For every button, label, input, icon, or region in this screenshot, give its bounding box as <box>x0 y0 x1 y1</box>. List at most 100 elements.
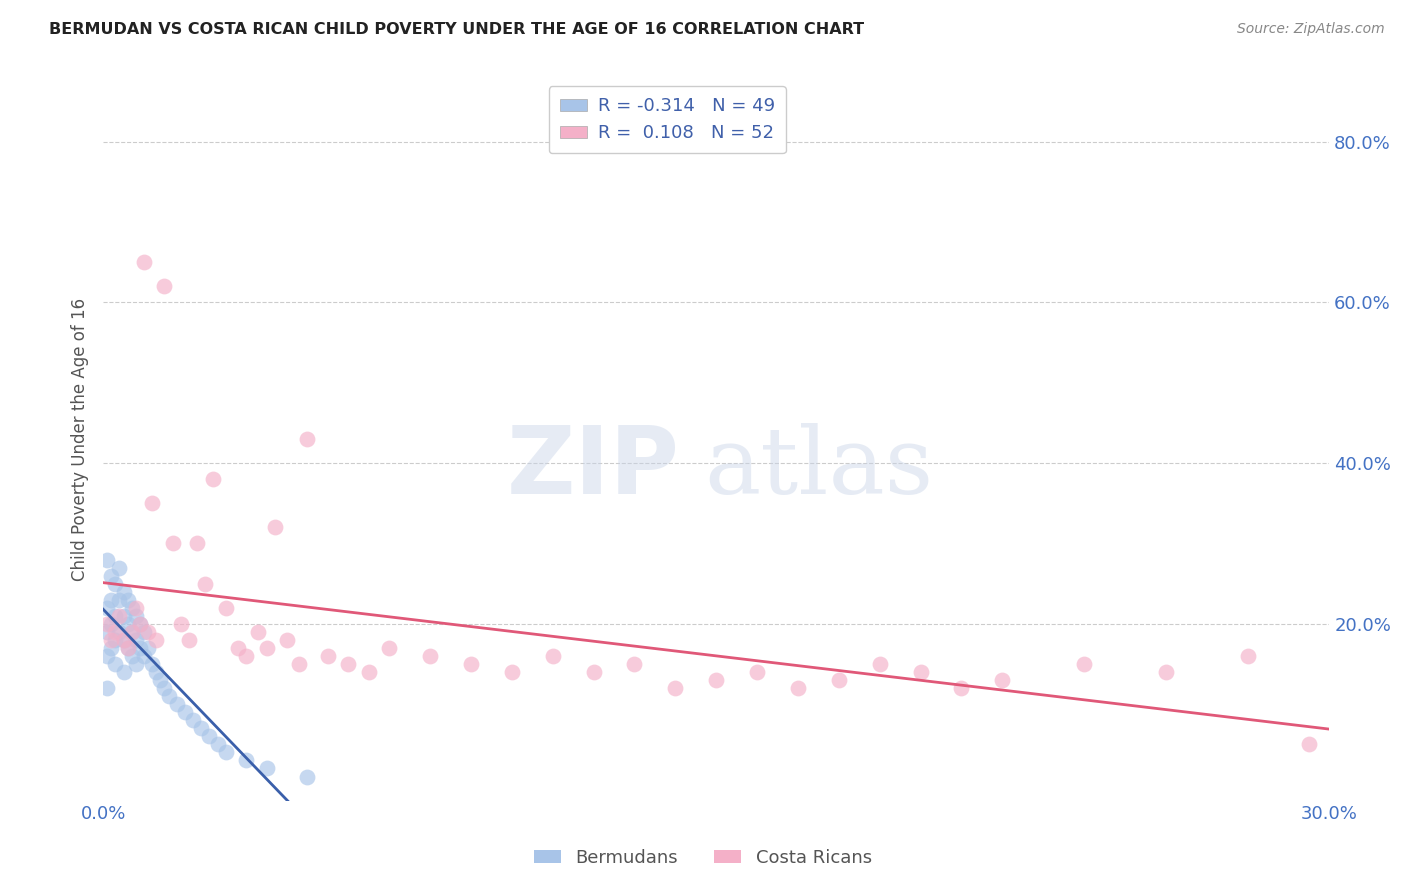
Point <box>256 762 278 776</box>
Point <box>132 648 155 663</box>
Point <box>100 568 122 582</box>
Point <box>828 673 851 687</box>
Point <box>202 472 225 486</box>
Point <box>112 584 135 599</box>
Point <box>582 665 605 679</box>
Point <box>100 632 122 647</box>
Point <box>121 648 143 663</box>
Point <box>910 665 932 679</box>
Point <box>96 552 118 566</box>
Point <box>1073 657 1095 671</box>
Point <box>104 608 127 623</box>
Point <box>1298 737 1320 751</box>
Point <box>104 624 127 639</box>
Point <box>186 536 208 550</box>
Point <box>104 657 127 671</box>
Point <box>112 632 135 647</box>
Point <box>108 624 131 639</box>
Point <box>136 640 159 655</box>
Point <box>316 648 339 663</box>
Point <box>117 592 139 607</box>
Point <box>121 600 143 615</box>
Point <box>129 616 152 631</box>
Point <box>869 657 891 671</box>
Point <box>108 592 131 607</box>
Point <box>166 697 188 711</box>
Point <box>96 648 118 663</box>
Point <box>276 632 298 647</box>
Point <box>235 754 257 768</box>
Point <box>108 560 131 574</box>
Point <box>226 640 249 655</box>
Point <box>117 616 139 631</box>
Point <box>162 536 184 550</box>
Point <box>96 616 118 631</box>
Text: ZIP: ZIP <box>506 422 679 514</box>
Point <box>112 608 135 623</box>
Point <box>170 616 193 631</box>
Point <box>177 632 200 647</box>
Point <box>623 657 645 671</box>
Point <box>108 608 131 623</box>
Point <box>704 673 727 687</box>
Point <box>198 729 221 743</box>
Point <box>100 616 122 631</box>
Text: BERMUDAN VS COSTA RICAN CHILD POVERTY UNDER THE AGE OF 16 CORRELATION CHART: BERMUDAN VS COSTA RICAN CHILD POVERTY UN… <box>49 22 865 37</box>
Point <box>297 770 319 784</box>
Text: Source: ZipAtlas.com: Source: ZipAtlas.com <box>1237 22 1385 37</box>
Point <box>153 681 176 695</box>
Point <box>125 632 148 647</box>
Point <box>950 681 973 695</box>
Point <box>297 432 319 446</box>
Point <box>117 640 139 655</box>
Point <box>96 600 118 615</box>
Point <box>207 737 229 751</box>
Point <box>96 681 118 695</box>
Point <box>129 640 152 655</box>
Point <box>141 496 163 510</box>
Point <box>235 648 257 663</box>
Point <box>247 624 270 639</box>
Point <box>100 592 122 607</box>
Point <box>215 600 238 615</box>
Point <box>136 624 159 639</box>
Point <box>112 665 135 679</box>
Point <box>745 665 768 679</box>
Point <box>991 673 1014 687</box>
Point <box>141 657 163 671</box>
Point <box>149 673 172 687</box>
Y-axis label: Child Poverty Under the Age of 16: Child Poverty Under the Age of 16 <box>72 297 89 581</box>
Point <box>501 665 523 679</box>
Point <box>145 665 167 679</box>
Point <box>104 632 127 647</box>
Point <box>664 681 686 695</box>
Point <box>132 624 155 639</box>
Text: atlas: atlas <box>704 423 934 513</box>
Point <box>173 705 195 719</box>
Point <box>117 640 139 655</box>
Point <box>460 657 482 671</box>
Point <box>263 520 285 534</box>
Point <box>1236 648 1258 663</box>
Legend: R = -0.314   N = 49, R =  0.108   N = 52: R = -0.314 N = 49, R = 0.108 N = 52 <box>548 87 786 153</box>
Point <box>181 713 204 727</box>
Point <box>357 665 380 679</box>
Point <box>121 624 143 639</box>
Point <box>541 648 564 663</box>
Point <box>125 608 148 623</box>
Point <box>337 657 360 671</box>
Point <box>256 640 278 655</box>
Legend: Bermudans, Costa Ricans: Bermudans, Costa Ricans <box>527 842 879 874</box>
Point <box>145 632 167 647</box>
Point <box>153 279 176 293</box>
Point <box>190 721 212 735</box>
Point <box>121 624 143 639</box>
Point <box>104 576 127 591</box>
Point <box>1154 665 1177 679</box>
Point <box>100 640 122 655</box>
Point <box>132 255 155 269</box>
Point <box>125 657 148 671</box>
Point <box>288 657 311 671</box>
Point <box>215 746 238 760</box>
Point <box>194 576 217 591</box>
